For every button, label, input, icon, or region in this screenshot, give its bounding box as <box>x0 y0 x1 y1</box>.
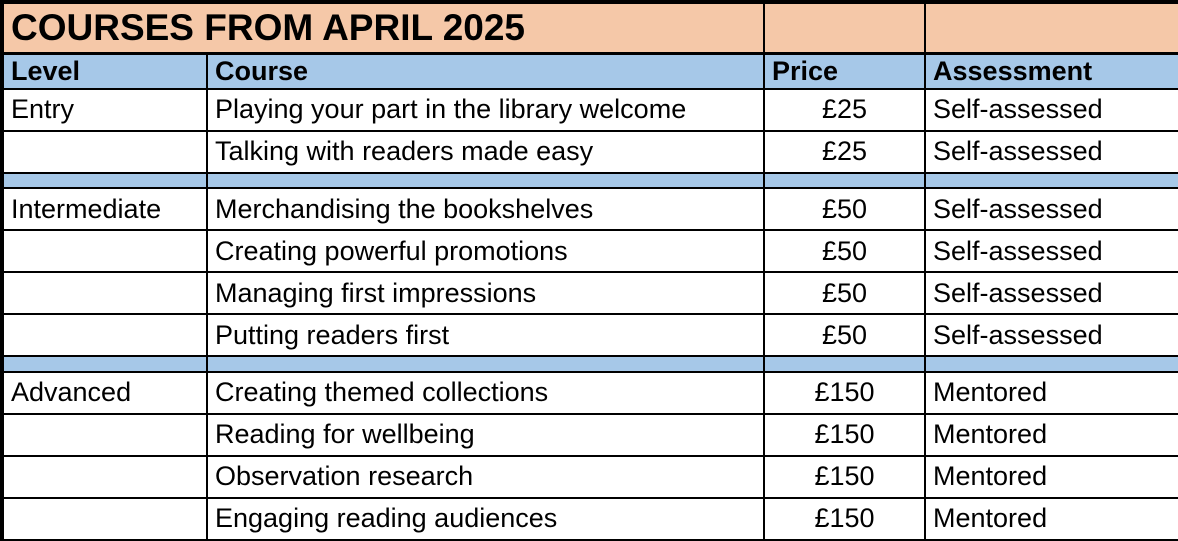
price-cell: £150 <box>763 370 927 415</box>
table-row: Observation research £150 Mentored <box>1 454 1178 499</box>
separator-row <box>1 171 1178 190</box>
separator-row <box>1 355 1178 373</box>
title-row: COURSES FROM APRIL 2025 <box>0 0 1178 55</box>
assessment-cell: Self-assessed <box>924 229 1178 274</box>
assessment-cell: Mentored <box>924 496 1178 541</box>
assessment-cell: Mentored <box>924 412 1178 457</box>
level-cell <box>1 313 208 358</box>
assessment-cell: Mentored <box>924 370 1178 415</box>
price-cell: £150 <box>763 454 927 499</box>
level-cell: Entry <box>1 87 208 132</box>
title-empty-assessment-cell <box>924 0 1178 55</box>
course-cell: Engaging reading audiences <box>205 496 766 541</box>
level-cell: Advanced <box>1 370 208 415</box>
table-row: Advanced Creating themed collections £15… <box>1 370 1178 415</box>
assessment-cell: Self-assessed <box>924 313 1178 358</box>
separator-cell <box>924 355 1178 373</box>
separator-cell <box>924 171 1178 190</box>
course-cell: Putting readers first <box>205 313 766 358</box>
assessment-cell: Self-assessed <box>924 187 1178 232</box>
title-empty-price-cell <box>763 0 927 55</box>
price-cell: £150 <box>763 412 927 457</box>
course-cell: Creating powerful promotions <box>205 229 766 274</box>
level-cell <box>1 412 208 457</box>
table-row: Talking with readers made easy £25 Self-… <box>1 129 1178 174</box>
header-row: Level Course Price Assessment <box>1 52 1178 90</box>
column-header-course: Course <box>205 52 766 90</box>
price-cell: £25 <box>763 87 927 132</box>
price-cell: £150 <box>763 496 927 541</box>
course-cell: Talking with readers made easy <box>205 129 766 174</box>
column-header-price: Price <box>763 52 927 90</box>
separator-cell <box>763 355 927 373</box>
assessment-cell: Self-assessed <box>924 271 1178 316</box>
course-cell: Observation research <box>205 454 766 499</box>
table-row: Managing first impressions £50 Self-asse… <box>1 271 1178 316</box>
level-cell <box>1 454 208 499</box>
level-cell <box>1 229 208 274</box>
price-cell: £50 <box>763 229 927 274</box>
separator-cell <box>763 171 927 190</box>
table-row: Reading for wellbeing £150 Mentored <box>1 412 1178 457</box>
level-cell <box>1 271 208 316</box>
assessment-cell: Self-assessed <box>924 129 1178 174</box>
assessment-cell: Self-assessed <box>924 87 1178 132</box>
table-row: Intermediate Merchandising the bookshelv… <box>1 187 1178 232</box>
separator-cell <box>205 171 766 190</box>
price-cell: £25 <box>763 129 927 174</box>
level-cell: Intermediate <box>1 187 208 232</box>
table-row: Putting readers first £50 Self-assessed <box>1 313 1178 358</box>
level-cell <box>1 496 208 541</box>
price-cell: £50 <box>763 313 927 358</box>
course-cell: Managing first impressions <box>205 271 766 316</box>
assessment-cell: Mentored <box>924 454 1178 499</box>
separator-cell <box>205 355 766 373</box>
page-title: COURSES FROM APRIL 2025 <box>0 0 766 55</box>
course-cell: Playing your part in the library welcome <box>205 87 766 132</box>
price-cell: £50 <box>763 187 927 232</box>
table-row: Creating powerful promotions £50 Self-as… <box>1 229 1178 274</box>
course-cell: Creating themed collections <box>205 370 766 415</box>
separator-cell <box>1 355 208 373</box>
course-cell: Reading for wellbeing <box>205 412 766 457</box>
table-row: Entry Playing your part in the library w… <box>1 87 1178 132</box>
level-cell <box>1 129 208 174</box>
course-cell: Merchandising the bookshelves <box>205 187 766 232</box>
column-header-assessment: Assessment <box>924 52 1178 90</box>
column-header-level: Level <box>1 52 208 90</box>
separator-cell <box>1 171 208 190</box>
table-row: Engaging reading audiences £150 Mentored <box>1 496 1178 541</box>
price-cell: £50 <box>763 271 927 316</box>
